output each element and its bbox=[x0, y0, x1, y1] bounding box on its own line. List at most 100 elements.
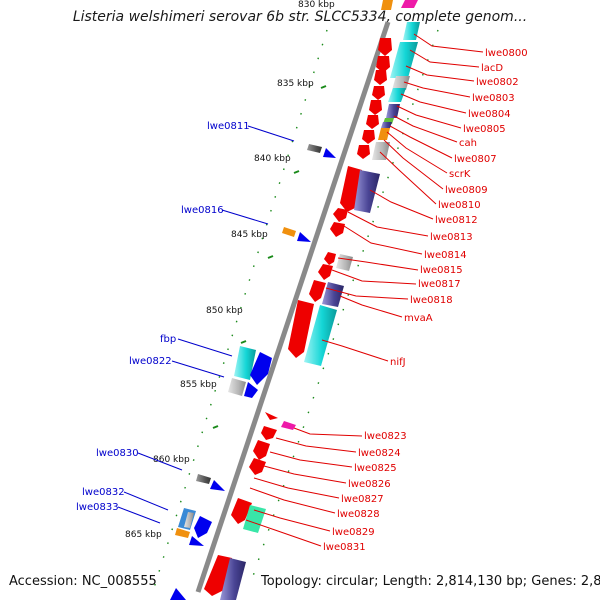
gene-block-cyan[interactable] bbox=[390, 42, 418, 78]
gene-label-nifJ[interactable]: nifJ bbox=[390, 357, 406, 368]
gene-block-navy[interactable] bbox=[381, 122, 392, 128]
gene-label-lwe0832[interactable]: lwe0832 bbox=[82, 487, 125, 498]
gene-block-cyan[interactable] bbox=[304, 305, 337, 366]
gene-block-grey[interactable] bbox=[392, 76, 410, 90]
gene-label-lwe0817[interactable]: lwe0817 bbox=[418, 279, 461, 290]
gene-label-fbp[interactable]: fbp bbox=[160, 334, 176, 345]
leader-line bbox=[263, 465, 347, 484]
gene-label-lwe0814[interactable]: lwe0814 bbox=[424, 250, 467, 261]
gene-block-cyan[interactable] bbox=[388, 88, 406, 102]
gene-label-lwe0800[interactable]: lwe0800 bbox=[485, 48, 528, 59]
leader-line bbox=[269, 451, 353, 468]
gene-block-magenta[interactable] bbox=[401, 0, 418, 8]
gene-block-dark[interactable] bbox=[196, 474, 211, 484]
leader-line bbox=[405, 65, 475, 82]
leader-line bbox=[275, 437, 357, 453]
leader-line bbox=[221, 209, 269, 225]
gene-arrow[interactable] bbox=[376, 56, 390, 73]
gene-block-cyan[interactable] bbox=[403, 22, 420, 40]
gene-label-lwe0827[interactable]: lwe0827 bbox=[341, 494, 384, 505]
gene-label-lwe0811[interactable]: lwe0811 bbox=[207, 121, 250, 132]
gene-arrow[interactable] bbox=[333, 208, 348, 222]
gene-arrow[interactable] bbox=[318, 264, 333, 280]
gene-label-lwe0816[interactable]: lwe0816 bbox=[181, 205, 224, 216]
gene-label-scrK[interactable]: scrK bbox=[449, 169, 471, 180]
gene-label-lwe0812[interactable]: lwe0812 bbox=[435, 215, 478, 226]
gene-block-grey[interactable] bbox=[184, 512, 194, 528]
gene-arrow[interactable] bbox=[372, 86, 385, 100]
gene-arrow-blue[interactable] bbox=[210, 480, 225, 491]
gene-label-lwe0809[interactable]: lwe0809 bbox=[445, 185, 488, 196]
gene-label-lwe0833[interactable]: lwe0833 bbox=[76, 502, 119, 513]
gene-arrow[interactable] bbox=[362, 130, 375, 144]
gene-label-lwe0815[interactable]: lwe0815 bbox=[420, 265, 463, 276]
gene-label-lwe0807[interactable]: lwe0807 bbox=[454, 154, 497, 165]
gene-arrow[interactable] bbox=[253, 440, 270, 460]
gene-label-lwe0802[interactable]: lwe0802 bbox=[476, 77, 519, 88]
gene-arrow[interactable] bbox=[231, 498, 252, 524]
gene-block-navy[interactable] bbox=[322, 282, 344, 307]
gene-arrow[interactable] bbox=[366, 115, 379, 129]
gene-label-lwe0826[interactable]: lwe0826 bbox=[348, 479, 391, 490]
gene-arrow-blue[interactable] bbox=[170, 588, 186, 600]
gene-arrow[interactable] bbox=[261, 426, 277, 440]
gene-block-orange[interactable] bbox=[175, 528, 190, 538]
gene-arrow[interactable] bbox=[265, 412, 278, 420]
ruler-tick-865: 865 kbp bbox=[125, 530, 162, 540]
gene-arrow[interactable] bbox=[309, 280, 326, 302]
gene-block-navy[interactable] bbox=[386, 104, 400, 118]
gene-block-navy[interactable] bbox=[220, 558, 246, 600]
gene-arrow[interactable] bbox=[288, 300, 314, 358]
leader-line bbox=[386, 131, 448, 174]
gene-block-grey[interactable] bbox=[228, 378, 246, 396]
gene-label-lwe0831[interactable]: lwe0831 bbox=[323, 542, 366, 553]
gene-label-lwe0818[interactable]: lwe0818 bbox=[410, 295, 453, 306]
gene-arrow-blue[interactable] bbox=[250, 352, 272, 385]
gene-arrow[interactable] bbox=[374, 70, 387, 85]
leader-line bbox=[379, 151, 437, 205]
leader-line bbox=[369, 189, 434, 220]
gene-arrow[interactable] bbox=[324, 252, 336, 265]
gene-arrow[interactable] bbox=[340, 166, 362, 212]
gene-label-cah[interactable]: cah bbox=[459, 138, 477, 149]
ruler-tick-mark bbox=[293, 170, 300, 174]
gene-label-lwe0803[interactable]: lwe0803 bbox=[472, 93, 515, 104]
gene-label-lwe0828[interactable]: lwe0828 bbox=[337, 509, 380, 520]
gene-arrow-blue[interactable] bbox=[323, 148, 336, 158]
gene-block-grey[interactable] bbox=[336, 254, 353, 271]
gene-block-dark[interactable] bbox=[307, 144, 322, 153]
gene-arrow[interactable] bbox=[378, 38, 392, 56]
gene-label-mvaA[interactable]: mvaA bbox=[404, 313, 433, 324]
gene-block-grey[interactable] bbox=[372, 142, 390, 160]
gene-block-magenta[interactable] bbox=[281, 421, 296, 430]
gene-arrow-blue[interactable] bbox=[189, 536, 204, 546]
gene-label-lwe0825[interactable]: lwe0825 bbox=[354, 463, 397, 474]
gene-block-orange[interactable] bbox=[381, 0, 393, 10]
leader-line bbox=[383, 139, 444, 190]
leader-line bbox=[253, 477, 340, 499]
leader-line bbox=[400, 93, 467, 114]
gene-label-lwe0810[interactable]: lwe0810 bbox=[438, 200, 481, 211]
gene-block-navy[interactable] bbox=[354, 170, 380, 213]
gene-arrow-blue[interactable] bbox=[297, 232, 311, 242]
gene-label-lwe0805[interactable]: lwe0805 bbox=[463, 124, 506, 135]
gene-block-orange[interactable] bbox=[282, 227, 296, 237]
gene-label-lwe0823[interactable]: lwe0823 bbox=[364, 431, 407, 442]
gene-label-lwe0829[interactable]: lwe0829 bbox=[332, 527, 375, 538]
gene-arrow[interactable] bbox=[369, 100, 382, 115]
gene-arrow[interactable] bbox=[330, 222, 345, 237]
gene-block-cyan[interactable] bbox=[234, 346, 256, 380]
gene-arrow-blue[interactable] bbox=[244, 382, 258, 398]
forward-blocks bbox=[220, 0, 420, 600]
gene-label-lwe0822[interactable]: lwe0822 bbox=[129, 356, 172, 367]
gene-block-orange[interactable] bbox=[378, 128, 390, 140]
gene-label-lwe0813[interactable]: lwe0813 bbox=[430, 232, 473, 243]
gene-arrow[interactable] bbox=[249, 458, 266, 475]
ruler-tick-850: 850 kbp bbox=[206, 306, 243, 316]
gene-arrow[interactable] bbox=[357, 145, 370, 159]
gene-label-lwe0804[interactable]: lwe0804 bbox=[468, 109, 511, 120]
gene-label-lwe0830[interactable]: lwe0830 bbox=[96, 448, 139, 459]
gene-label-lacD[interactable]: lacD bbox=[481, 63, 503, 74]
gene-label-lwe0824[interactable]: lwe0824 bbox=[358, 448, 401, 459]
gene-arrow-blue[interactable] bbox=[194, 516, 212, 538]
